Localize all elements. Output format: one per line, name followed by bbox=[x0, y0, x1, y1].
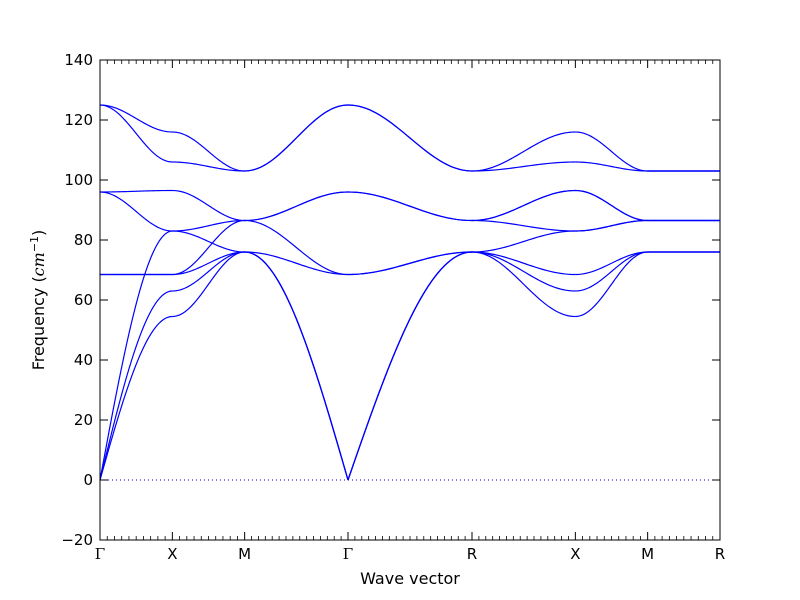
y-tick-label-1: 0 bbox=[83, 471, 93, 489]
band-line-Γ-X-2 bbox=[99, 230, 173, 481]
band-line-M-Γ-8 bbox=[244, 104, 349, 172]
band-line-M-Γ-4 bbox=[244, 219, 349, 276]
y-axis-label-prefix: Frequency ( bbox=[29, 276, 48, 370]
x-tick-label-2: M bbox=[238, 545, 251, 563]
band-line-R-X-1 bbox=[471, 251, 576, 292]
y-axis-label: Frequency (cm−1) bbox=[28, 230, 48, 371]
band-line-X-M-2 bbox=[172, 230, 245, 253]
band-line-Γ-X-1 bbox=[99, 290, 173, 481]
band-line-X-M-2 bbox=[575, 251, 648, 276]
band-line-X-M-1 bbox=[575, 251, 648, 292]
y-tick-label-2: 20 bbox=[74, 411, 93, 429]
x-tick-label-3: Γ bbox=[343, 545, 353, 563]
band-line-Γ-X-0 bbox=[99, 315, 173, 481]
band-line-M-Γ-6 bbox=[244, 191, 349, 222]
band-line-X-M-3 bbox=[172, 251, 245, 276]
band-line-X-M-7 bbox=[172, 161, 245, 172]
y-tick-label-8: 140 bbox=[64, 51, 93, 69]
band-line-Γ-X-5 bbox=[99, 191, 173, 232]
band-line-R-X-2 bbox=[471, 251, 576, 276]
y-tick-label-5: 80 bbox=[74, 231, 93, 249]
x-tick-label-5: X bbox=[570, 545, 580, 563]
y-axis-label-exponent: −1 bbox=[28, 236, 41, 252]
y-tick-label-3: 40 bbox=[74, 351, 93, 369]
minor-ticks bbox=[106, 60, 714, 540]
x-tick-label-7: R bbox=[715, 545, 725, 563]
x-tick-label-0: Γ bbox=[95, 545, 105, 563]
band-lines bbox=[99, 104, 720, 481]
band-line-Γ-R-4 bbox=[347, 251, 473, 276]
plot-frame bbox=[99, 59, 721, 541]
y-tick-labels: −20 0 20 40 60 80 100 120 140 bbox=[61, 51, 93, 549]
band-line-X-M-1 bbox=[172, 251, 245, 292]
y-tick-label-0: −20 bbox=[61, 531, 93, 549]
y-tick-label-7: 120 bbox=[64, 111, 93, 129]
band-line-Γ-R-6 bbox=[347, 191, 473, 222]
band-line-Γ-X-7 bbox=[99, 104, 173, 163]
band-line-Γ-R-2 bbox=[347, 251, 473, 481]
x-tick-label-6: M bbox=[641, 545, 654, 563]
band-line-X-M-0 bbox=[575, 251, 648, 318]
y-tick-label-4: 60 bbox=[74, 291, 93, 309]
x-tick-label-4: R bbox=[467, 545, 477, 563]
band-line-X-M-8 bbox=[172, 131, 245, 172]
band-line-X-M-4 bbox=[575, 219, 648, 232]
band-line-X-M-7 bbox=[575, 161, 648, 172]
band-line-X-M-6 bbox=[172, 189, 245, 222]
band-line-X-M-0 bbox=[172, 251, 245, 318]
band-line-R-X-0 bbox=[471, 251, 576, 318]
band-line-M-Γ-2 bbox=[244, 251, 349, 481]
band-line-X-M-4 bbox=[172, 219, 245, 276]
band-line-Γ-X-6 bbox=[100, 189, 173, 193]
band-line-R-X-8 bbox=[471, 131, 576, 172]
y-tick-label-6: 100 bbox=[64, 171, 93, 189]
y-axis-label-unit: cm bbox=[29, 252, 48, 276]
band-line-M-Γ-3 bbox=[244, 251, 349, 276]
y-axis-label-suffix: ) bbox=[29, 230, 48, 236]
band-line-R-X-4 bbox=[471, 219, 576, 232]
x-tick-label-1: X bbox=[167, 545, 177, 563]
band-line-Γ-X-8 bbox=[99, 104, 173, 133]
band-line-R-X-6 bbox=[471, 189, 576, 222]
band-line-X-M-8 bbox=[575, 131, 648, 172]
band-line-R-X-7 bbox=[471, 161, 576, 172]
band-line-Γ-R-8 bbox=[347, 104, 473, 172]
band-line-R-X-3 bbox=[471, 230, 576, 253]
band-line-X-M-6 bbox=[575, 189, 648, 222]
x-axis-label: Wave vector bbox=[360, 569, 460, 588]
band-line-X-M-5 bbox=[172, 219, 245, 232]
